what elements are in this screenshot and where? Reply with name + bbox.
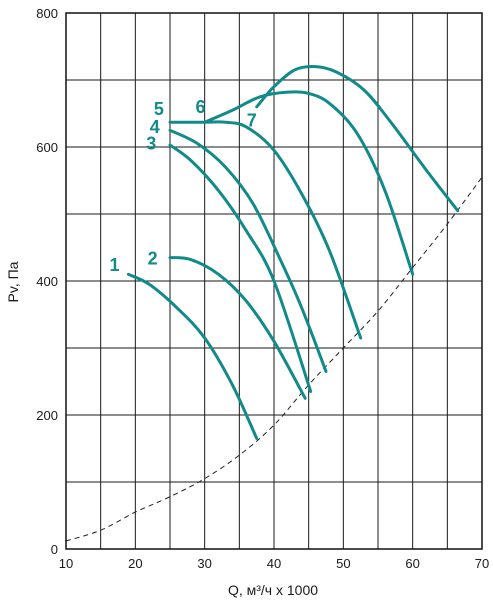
- y-tick-label: 200: [36, 408, 58, 423]
- x-tick-label: 70: [475, 556, 489, 571]
- series-layer: 1 2 345 6 7: [110, 65, 460, 440]
- y-tick-label: 600: [36, 140, 58, 155]
- y-tick-label: 400: [36, 274, 58, 289]
- series-label-6: 6: [195, 97, 205, 117]
- y-axis-title: Pv, Па: [5, 261, 21, 302]
- series-line-2: [168, 256, 307, 400]
- series-label-5: 5: [154, 99, 164, 119]
- series-label-3: 3: [146, 134, 156, 154]
- plot-border: [65, 12, 483, 550]
- tick-labels: 10 20 30 40 50 60 70 0 200 400 600 800: [36, 6, 489, 571]
- series-2: 2: [148, 248, 307, 400]
- series-label-7: 7: [247, 110, 257, 130]
- series-line-7: [255, 65, 460, 213]
- x-tick-label: 50: [336, 556, 350, 571]
- series-label-2: 2: [148, 248, 158, 268]
- series-5: 5: [154, 99, 363, 340]
- x-tick-label: 40: [267, 556, 281, 571]
- series-3: 3: [146, 134, 313, 393]
- series-line-1: [126, 272, 259, 440]
- x-tick-label: 20: [128, 556, 142, 571]
- system-curve-line: [65, 176, 483, 542]
- series-line-3: [168, 143, 313, 393]
- system-curve-layer: [65, 176, 483, 542]
- x-axis-title: Q, м³/ч x 1000: [228, 582, 318, 598]
- y-tick-label: 0: [51, 542, 58, 557]
- x-tick-label: 60: [405, 556, 419, 571]
- series-4: 4: [150, 117, 328, 373]
- series-1: 1: [110, 255, 259, 440]
- y-tick-label: 800: [36, 6, 58, 21]
- x-tick-label: 10: [59, 556, 73, 571]
- x-tick-label: 30: [197, 556, 211, 571]
- series-line-6: [203, 90, 415, 276]
- series-7: 7: [247, 65, 460, 213]
- plot-frame: [65, 12, 483, 550]
- series-line-4: [168, 128, 328, 373]
- series-label-1: 1: [110, 255, 120, 275]
- series-6: 6: [195, 90, 415, 276]
- series-label-4: 4: [150, 117, 160, 137]
